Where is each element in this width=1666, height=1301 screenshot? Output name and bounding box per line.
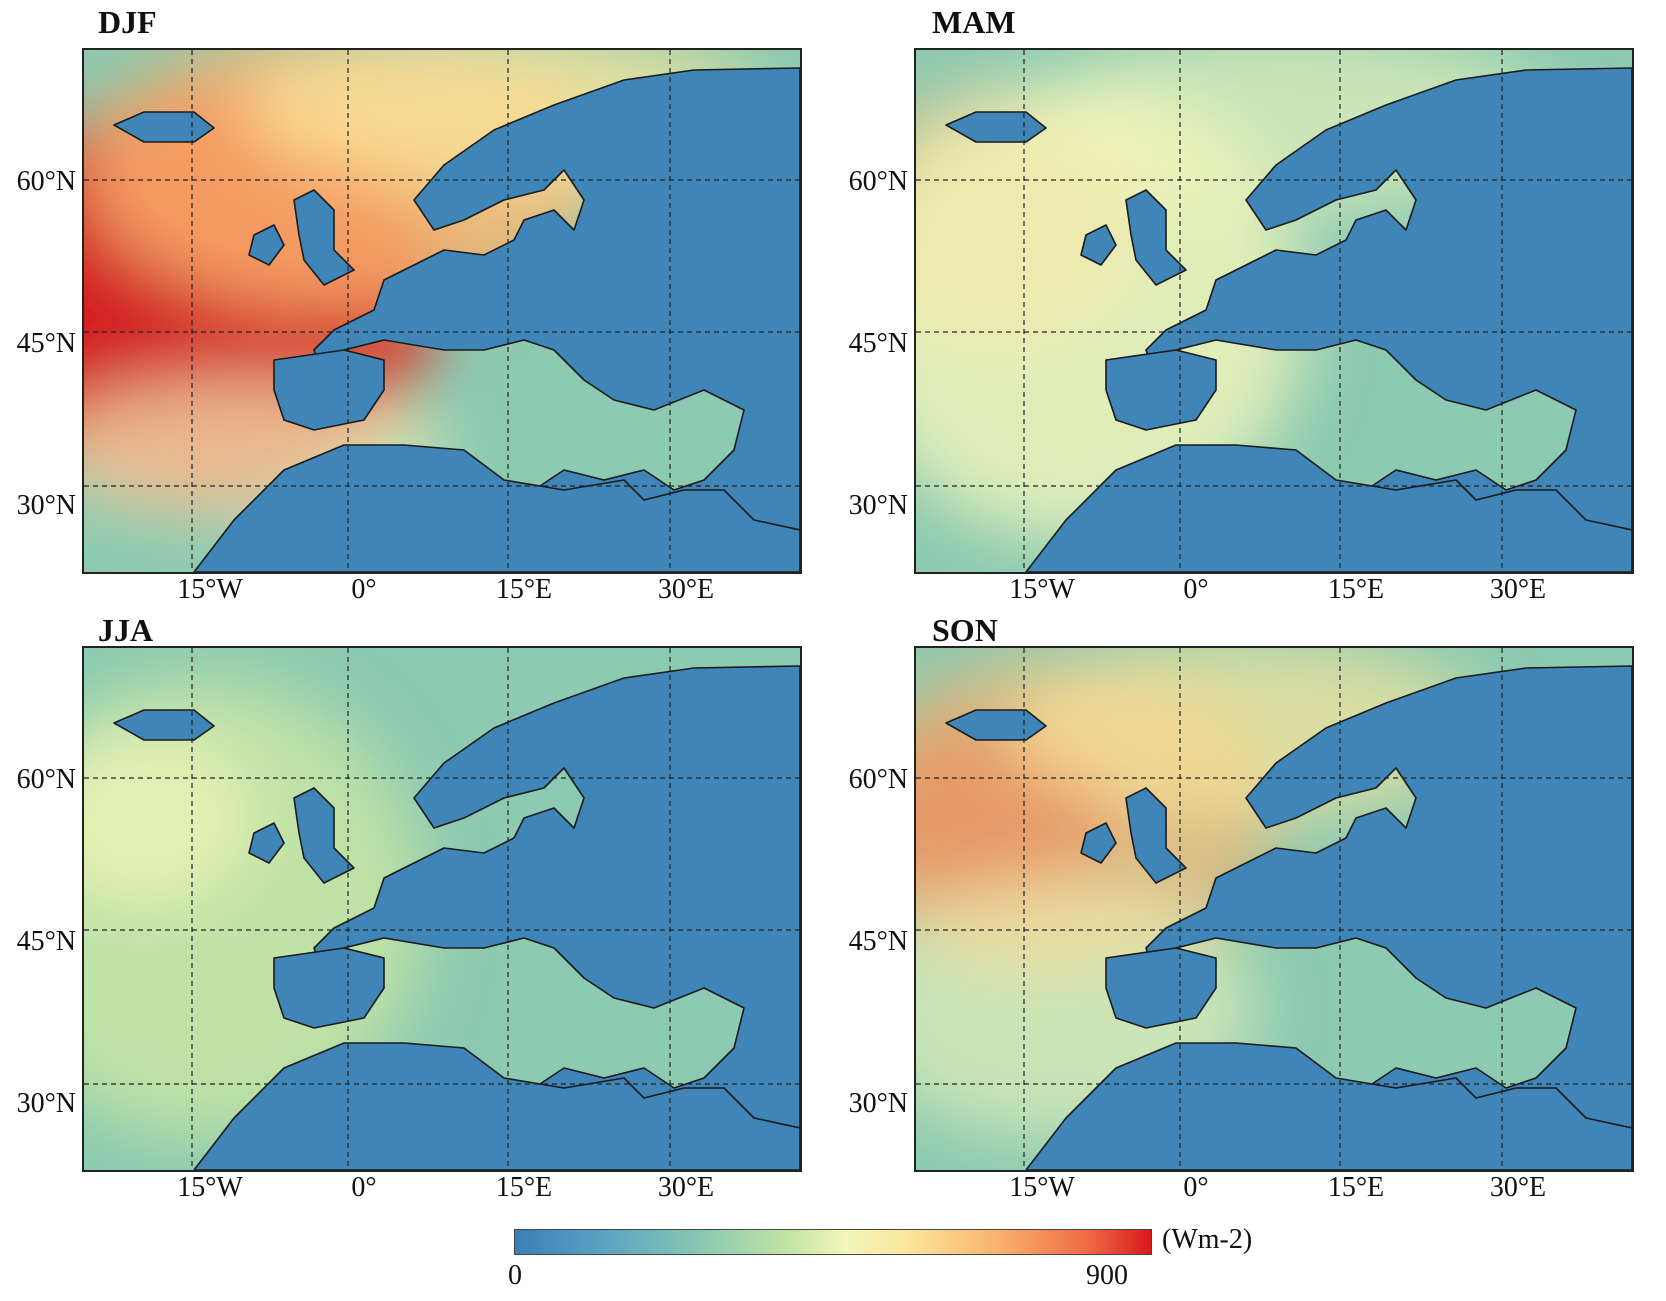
lat-label-30n: 30°N [16, 1088, 76, 1119]
land-polygon [248, 224, 285, 266]
land-polygon [113, 709, 215, 741]
land-polygon [1125, 787, 1187, 884]
colorbar [514, 1229, 1152, 1255]
land-polygon [248, 822, 285, 864]
panel-title: SON [932, 612, 998, 648]
lon-label-15e: 15°E [1327, 574, 1385, 605]
lon-label-30e: 30°E [657, 1172, 715, 1203]
lat-label-60n: 60°N [848, 764, 908, 795]
lon-label-0: 0° [351, 1172, 377, 1203]
land-polygon [313, 67, 800, 572]
lon-label-0: 0° [1183, 1172, 1209, 1203]
land-polygon [313, 665, 800, 1170]
lon-label-15e: 15°E [495, 1172, 553, 1203]
map-son [914, 646, 1634, 1172]
land-polygon [1080, 224, 1117, 266]
lat-label-30n: 30°N [848, 490, 908, 521]
panel-title: MAM [932, 4, 1016, 40]
lon-label-0: 0° [1183, 574, 1209, 605]
panel-title: JJA [98, 612, 154, 648]
land-polygon [193, 444, 800, 572]
land-polygon [1025, 1042, 1632, 1170]
lat-label-45n: 45°N [848, 328, 908, 359]
lon-label-30e: 30°E [657, 574, 715, 605]
colorbar-max-label: 900 [1086, 1260, 1128, 1291]
map-mam [914, 48, 1634, 574]
lat-label-60n: 60°N [848, 166, 908, 197]
lon-label-15w: 15°W [177, 1172, 243, 1203]
land-polygon [1105, 947, 1217, 1029]
lon-label-0: 0° [351, 574, 377, 605]
lon-label-15e: 15°E [495, 574, 553, 605]
lon-label-30e: 30°E [1489, 574, 1547, 605]
colorbar-unit-label: (Wm-2) [1162, 1224, 1253, 1255]
lon-label-15e: 15°E [1327, 1172, 1385, 1203]
map-djf [82, 48, 802, 574]
land-polygon [273, 947, 385, 1029]
land-polygon [945, 111, 1047, 143]
colorbar-min-label: 0 [508, 1260, 522, 1291]
lat-label-45n: 45°N [16, 328, 76, 359]
lat-label-45n: 45°N [16, 926, 76, 957]
lon-label-15w: 15°W [177, 574, 243, 605]
ocean-anomaly [84, 728, 254, 908]
land-polygon [1105, 349, 1217, 431]
panel-title: DJF [98, 4, 157, 40]
land-polygon [293, 787, 355, 884]
lon-label-15w: 15°W [1009, 574, 1075, 605]
land-polygon [193, 1042, 800, 1170]
land-polygon [1145, 665, 1632, 1170]
lat-label-60n: 60°N [16, 166, 76, 197]
land-polygon [1080, 822, 1117, 864]
lat-label-30n: 30°N [16, 490, 76, 521]
land-polygon [1025, 444, 1632, 572]
land-polygon [945, 709, 1047, 741]
lon-label-30e: 30°E [1489, 1172, 1547, 1203]
lat-label-45n: 45°N [848, 926, 908, 957]
land-polygon [1145, 67, 1632, 572]
land-polygon [1125, 189, 1187, 286]
lon-label-15w: 15°W [1009, 1172, 1075, 1203]
land-polygon [273, 349, 385, 431]
land-polygon [293, 189, 355, 286]
lat-label-60n: 60°N [16, 764, 76, 795]
lat-label-30n: 30°N [848, 1088, 908, 1119]
land-polygon [113, 111, 215, 143]
map-jja [82, 646, 802, 1172]
